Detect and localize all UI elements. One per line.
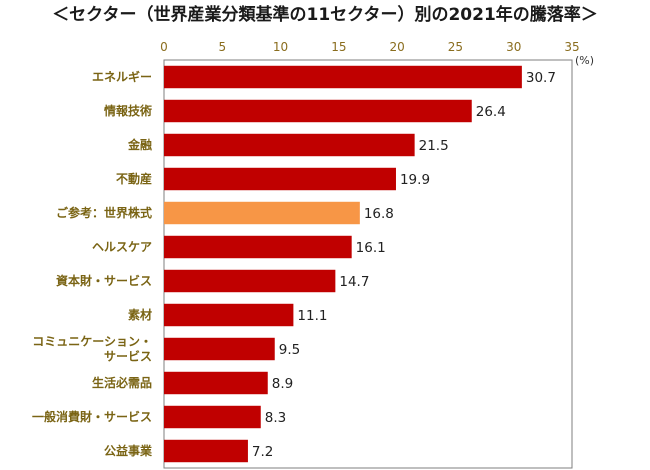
category-label: サービス	[104, 349, 152, 364]
x-axis: 0 5 10 15 20 25 30 35	[160, 40, 579, 54]
x-tick-label: 0	[160, 40, 168, 54]
bar	[164, 201, 360, 225]
x-tick-label: 25	[448, 40, 463, 54]
category-label: 生活必需品	[92, 375, 152, 390]
value-label: 26.4	[476, 104, 506, 120]
value-label: 11.1	[297, 308, 327, 324]
x-tick-label: 5	[218, 40, 226, 54]
bar	[164, 269, 336, 293]
category-label: 一般消費財・サービス	[32, 409, 152, 424]
x-tick-label: 35	[564, 40, 579, 54]
category-label: 不動産	[116, 171, 152, 186]
x-tick-label: 30	[506, 40, 521, 54]
value-label: 9.5	[279, 342, 300, 358]
value-label: 21.5	[419, 138, 449, 154]
value-label: 14.7	[339, 274, 369, 290]
value-labels: 30.7 26.4 21.5 19.9 16.8 16.1 14.7 11.1 9.5 8.9 8.…	[252, 70, 556, 460]
value-label: 19.9	[400, 172, 430, 188]
category-label: ご参考：世界株式	[56, 205, 152, 220]
category-label: エネルギー	[92, 69, 152, 84]
value-label: 7.2	[252, 444, 273, 460]
x-tick-label: 20	[390, 40, 405, 54]
category-label: 素材	[128, 307, 152, 322]
bar	[164, 99, 472, 123]
bar	[164, 371, 268, 395]
unit-label: (%)	[575, 54, 594, 67]
category-label: 金融	[127, 137, 152, 152]
bar	[164, 405, 261, 429]
bar	[164, 303, 294, 327]
plot-frame	[163, 59, 573, 469]
chart-title: ＜セクター（世界産業分類基準の11セクター）別の2021年の騰落率＞	[52, 4, 598, 25]
bar	[164, 337, 275, 361]
bar	[164, 167, 396, 191]
category-label: 情報技術	[104, 103, 152, 118]
bar	[164, 65, 522, 89]
bars	[164, 65, 522, 463]
value-label: 8.3	[265, 410, 286, 426]
value-label: 16.8	[364, 206, 394, 222]
value-label: 16.1	[356, 240, 386, 256]
category-label: 資本財・サービス	[56, 273, 152, 288]
category-labels: エネルギー情報技術金融不動産ご参考：世界株式ヘルスケア資本財・サービス素材コミュ…	[32, 69, 153, 458]
category-label: コミュニケーション・	[32, 335, 152, 349]
value-label: 8.9	[272, 376, 293, 392]
bar	[164, 235, 352, 259]
value-label: 30.7	[526, 70, 556, 86]
category-label: ヘルスケア	[92, 240, 152, 254]
x-tick-label: 15	[331, 40, 346, 54]
bar	[164, 133, 415, 157]
bar	[164, 439, 248, 463]
category-label: 公益事業	[104, 443, 153, 458]
x-tick-label: 10	[273, 40, 288, 54]
